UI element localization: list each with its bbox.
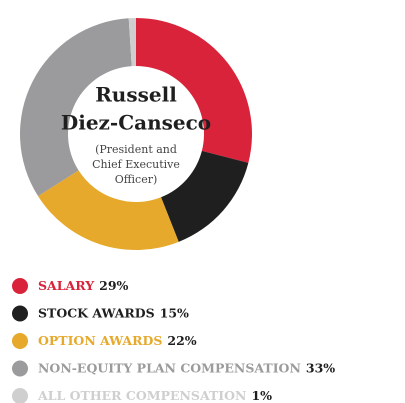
slice (161, 150, 249, 242)
legend-category: OPTION AWARDS (38, 333, 162, 348)
legend-swatch (12, 333, 28, 349)
legend-label: SALARY 29% (38, 278, 129, 293)
legend-swatch (12, 360, 28, 377)
legend-label: OPTION AWARDS 22% (38, 333, 197, 348)
legend-label: STOCK AWARDS 15% (38, 305, 189, 320)
slice (136, 18, 252, 163)
center-title: Diez-Canseco (61, 111, 211, 135)
slice (20, 18, 132, 197)
legend-value: 33% (306, 360, 335, 375)
legend-category: SALARY (38, 278, 95, 293)
slice (128, 18, 136, 67)
legend-category: NON-EQUITY PLAN COMPENSATION (38, 360, 301, 375)
legend-value: 29% (99, 278, 128, 293)
legend-value: 1% (251, 388, 272, 403)
legend-category: STOCK AWARDS (38, 305, 155, 320)
legend-value: 22% (167, 333, 196, 348)
legend-label: ALL OTHER COMPENSATION 1% (37, 388, 272, 403)
center-subtitle: Chief Executive (92, 158, 180, 171)
legend-swatch (12, 388, 28, 403)
slice (38, 170, 179, 250)
center-subtitle: (President and (95, 143, 177, 156)
legend-swatch (12, 278, 28, 294)
legend-swatch (12, 305, 28, 322)
center-title: Russell (95, 83, 177, 107)
legend-category: ALL OTHER COMPENSATION (37, 388, 246, 403)
legend-value: 15% (160, 305, 189, 320)
legend-label: NON-EQUITY PLAN COMPENSATION 33% (38, 360, 335, 375)
center-subtitle: Officer) (115, 173, 158, 186)
